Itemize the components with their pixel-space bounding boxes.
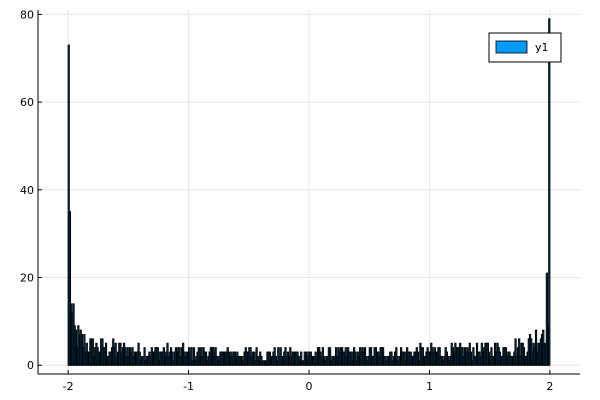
histogram-bar (469, 351, 473, 366)
histogram-bar (143, 347, 146, 366)
histogram-bar (534, 329, 538, 366)
histogram-bar (91, 338, 94, 366)
histogram-bar (166, 342, 169, 366)
x-tick-label: -1 (183, 380, 194, 393)
histogram-bar (514, 338, 517, 366)
histogram-bar (253, 351, 256, 366)
histogram-bar (138, 351, 141, 366)
histogram-bar (518, 338, 521, 366)
grid-lines (38, 10, 580, 374)
y-tick-label: 0 (27, 359, 34, 372)
histogram-bar (354, 351, 357, 366)
y-tick-label: 40 (20, 184, 34, 197)
histogram-bar (192, 347, 196, 366)
x-tick-label: -2 (63, 380, 74, 393)
histogram-bar (104, 342, 108, 366)
histogram-bar (204, 351, 208, 366)
histogram-bar (156, 347, 159, 366)
histogram-bar (350, 351, 353, 366)
y-tick-label: 20 (20, 272, 34, 285)
histogram-bars (67, 18, 551, 366)
histogram-bar (545, 272, 548, 366)
histogram-bar (416, 351, 420, 366)
x-tick-label: 2 (546, 380, 553, 393)
histogram-bar (390, 351, 393, 366)
histogram-bar (67, 44, 70, 366)
histogram-bar (190, 347, 193, 366)
histogram-bar (548, 18, 551, 366)
histogram-bar (171, 351, 174, 366)
histogram-bar (403, 351, 406, 366)
histogram-bar (328, 347, 332, 366)
x-tick-label: 1 (426, 380, 433, 393)
histogram-bar (300, 351, 303, 366)
legend: y1 (488, 32, 562, 63)
y-tick-label: 60 (20, 96, 34, 109)
histogram-bar (68, 211, 72, 366)
histogram-bar (83, 334, 86, 366)
legend-swatch-y1 (495, 40, 528, 54)
y-tick-label: 80 (20, 8, 34, 21)
x-tick-label: 0 (306, 380, 313, 393)
legend-label-y1: y1 (535, 41, 549, 54)
axes (37, 10, 580, 375)
histogram-bar (114, 342, 117, 366)
